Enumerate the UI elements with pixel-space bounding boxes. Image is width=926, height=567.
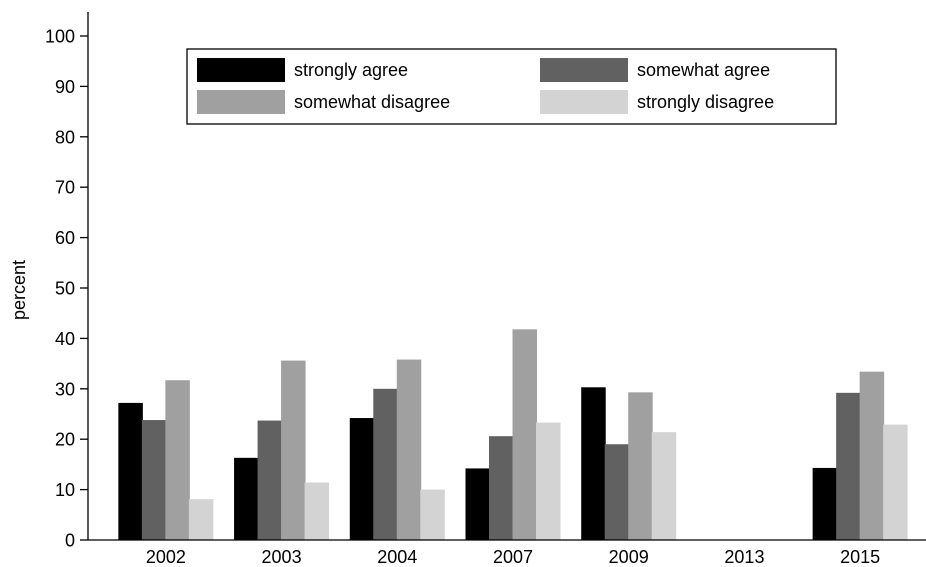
legend-box [186,48,837,125]
bar [512,329,537,540]
bar [304,482,330,540]
bar [257,420,283,540]
y-tick-label: 20 [55,430,75,450]
x-tick-label: 2004 [377,547,417,567]
legend-swatch [540,58,628,82]
y-axis: 0 10 20 30 40 50 60 70 80 90 100 [45,12,89,551]
bar [420,489,445,540]
y-tick-label: 30 [55,379,75,399]
bar [604,444,630,540]
y-axis-title: percent [9,260,29,320]
x-axis: 2002 2003 2004 2007 2009 2013 2015 [88,539,926,567]
legend-label: strongly agree [294,60,408,80]
x-tick-label: 2009 [609,547,649,567]
bar [651,432,677,540]
x-tick-label: 2002 [146,547,186,567]
legend: strongly agree somewhat agree somewhat dis… [186,48,837,125]
y-tick-label: 40 [55,329,75,349]
bar [281,360,306,540]
x-tick-label: 2013 [724,547,764,567]
bar [188,499,214,540]
bar [118,402,143,540]
bar [859,371,885,540]
bar [373,388,398,540]
y-tick-label: 50 [55,279,75,299]
x-tick-label: 2007 [493,547,533,567]
x-tick-label: 2003 [262,547,302,567]
y-tick-label: 10 [55,480,75,500]
legend-swatch [197,58,285,82]
legend-label: strongly disagree [637,92,774,112]
bar [141,420,167,540]
bar [165,380,190,540]
bar [396,359,422,540]
legend-swatch [197,90,285,114]
bar [349,418,375,540]
legend-label: somewhat agree [637,60,770,80]
legend-swatch [540,90,628,114]
bar [812,467,838,540]
bar [234,457,259,540]
y-tick-label: 60 [55,228,75,248]
y-tick-label: 70 [55,178,75,198]
bar [883,424,908,540]
x-tick-label: 2015 [840,547,880,567]
y-tick-label: 90 [55,77,75,97]
y-tick-label: 80 [55,127,75,147]
y-tick-label: 100 [45,27,75,47]
legend-label: somewhat disagree [294,92,450,112]
y-tick-label: 0 [65,531,75,551]
bar [536,422,561,540]
bar [489,436,514,540]
bar [465,468,490,540]
bar [581,387,606,540]
bar [836,392,861,540]
plot-area [118,329,908,540]
bar [628,392,653,540]
